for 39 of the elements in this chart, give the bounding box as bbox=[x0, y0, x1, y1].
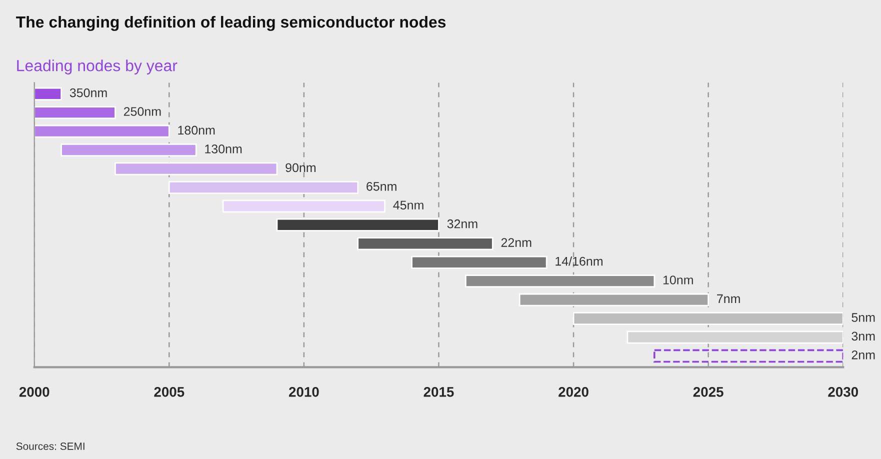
x-tick-label: 2015 bbox=[424, 387, 454, 397]
bar bbox=[222, 200, 386, 213]
bar bbox=[654, 349, 844, 363]
bar bbox=[276, 218, 440, 232]
x-tick-label: 2010 bbox=[288, 387, 319, 397]
bar bbox=[168, 180, 359, 194]
y-tick-label: 45nm bbox=[393, 200, 424, 210]
y-tick-label: 7nm bbox=[717, 294, 740, 304]
bar bbox=[60, 144, 197, 157]
y-tick-label: 14/16nm bbox=[556, 256, 602, 266]
y-tick-label: 5nm bbox=[852, 313, 875, 322]
bar bbox=[626, 330, 844, 344]
y-tick-label: 22nm bbox=[501, 238, 532, 247]
bar bbox=[465, 274, 656, 288]
bar bbox=[34, 124, 170, 138]
y-tick-label: 250nm bbox=[124, 107, 161, 116]
bar bbox=[411, 256, 548, 269]
y-tick-label: 3nm bbox=[852, 332, 875, 341]
bar bbox=[114, 162, 278, 176]
source-note: Sources: SEMI bbox=[16, 442, 84, 450]
x-tick-label: 2000 bbox=[19, 387, 50, 397]
x-tick-label: 2025 bbox=[693, 387, 724, 397]
y-tick-label: 65nm bbox=[366, 182, 396, 191]
y-tick-label: 350nm bbox=[70, 88, 107, 98]
y-tick-label: 10nm bbox=[663, 276, 693, 284]
chart-title: The changing definition of leading semiconductor nodes bbox=[16, 16, 446, 31]
x-tick-label: 2020 bbox=[558, 387, 588, 397]
bar bbox=[34, 106, 116, 120]
y-tick-label: 90nm bbox=[286, 163, 316, 172]
bar bbox=[357, 237, 494, 250]
bar bbox=[572, 312, 844, 326]
y-tick-label: 32nm bbox=[447, 219, 478, 228]
x-tick-label: 2030 bbox=[828, 387, 858, 397]
y-tick-label: 130nm bbox=[205, 144, 242, 154]
y-tick-label: 2nm bbox=[852, 350, 875, 360]
bar bbox=[34, 87, 62, 100]
y-tick-label: 180nm bbox=[178, 126, 215, 135]
chart-subtitle: Leading nodes by year bbox=[17, 60, 178, 74]
x-tick-label: 2005 bbox=[154, 387, 184, 397]
